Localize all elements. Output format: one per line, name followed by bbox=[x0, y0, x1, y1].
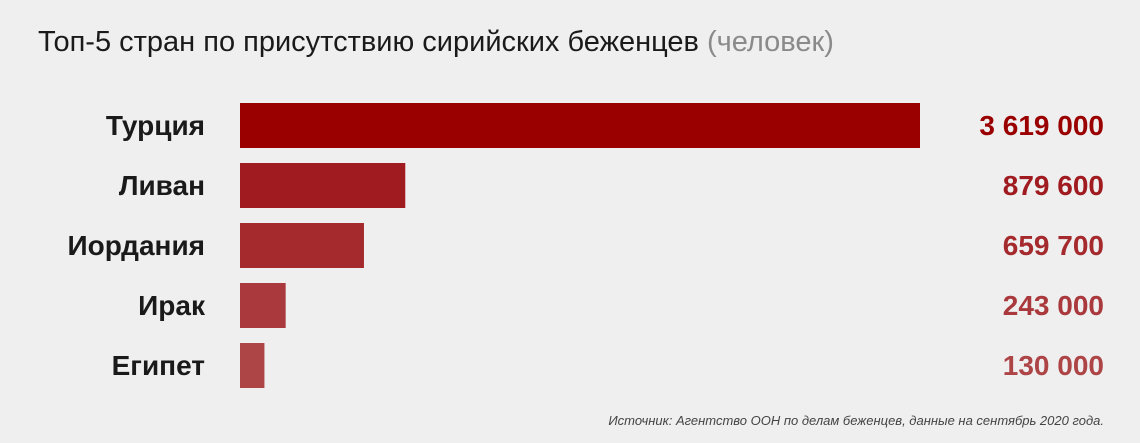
bar bbox=[240, 103, 920, 148]
category-label: Турция bbox=[106, 110, 205, 141]
value-label: 130 000 bbox=[1003, 350, 1104, 381]
category-label: Ирак bbox=[138, 290, 206, 321]
chart-title: Топ-5 стран по присутствию сирийских беж… bbox=[38, 26, 834, 59]
value-label: 659 700 bbox=[1003, 230, 1104, 261]
chart-title-text: Топ-5 стран по присутствию сирийских беж… bbox=[38, 26, 699, 58]
category-label: Ливан bbox=[119, 170, 205, 201]
category-label: Египет bbox=[112, 350, 205, 381]
category-label: Иордания bbox=[68, 230, 205, 261]
bar bbox=[240, 343, 265, 388]
value-label: 243 000 bbox=[1003, 290, 1104, 321]
bar bbox=[240, 163, 406, 208]
value-label: 879 600 bbox=[1003, 170, 1104, 201]
bar bbox=[240, 223, 364, 268]
chart-title-unit: (человек) bbox=[707, 26, 834, 58]
bar bbox=[240, 283, 286, 328]
value-label: 3 619 000 bbox=[979, 110, 1104, 141]
source-note: Источник: Агентство ООН по делам беженце… bbox=[608, 413, 1104, 428]
